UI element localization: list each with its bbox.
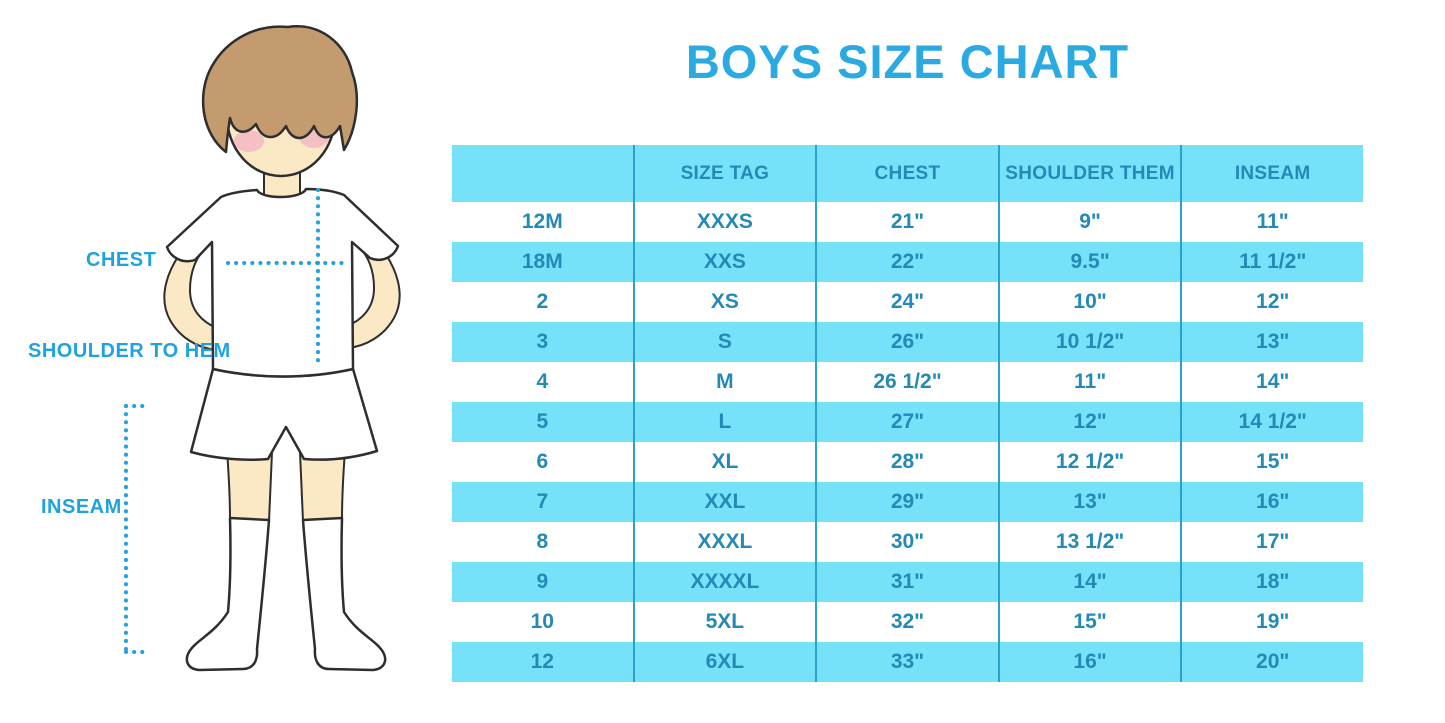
table-cell: XXXS xyxy=(632,202,817,242)
hair-shape xyxy=(201,25,359,154)
table-cell: 12" xyxy=(997,402,1182,442)
table-cell: 6XL xyxy=(632,642,817,682)
table-cell: 11" xyxy=(1180,202,1363,242)
table-row: 6 XL 28" 12 1/2" 15" xyxy=(452,442,1363,482)
table-cell: XL xyxy=(632,442,817,482)
table-cell: XXS xyxy=(632,242,817,282)
table-cell: 20" xyxy=(1180,642,1363,682)
table-cell: 14" xyxy=(1180,362,1363,402)
table-cell: 18" xyxy=(1180,562,1363,602)
table-header-row: SIZE TAG CHEST SHOULDER THEM INSEAM xyxy=(452,145,1363,202)
size-table-body: 12M XXXS 21" 9" 11" 18M XXS 22" 9.5" 11 1/2" 2 XS 24… xyxy=(452,202,1363,682)
right-sock-shape xyxy=(301,516,387,672)
table-cell: 22" xyxy=(815,242,999,282)
column-header-size-tag: SIZE TAG xyxy=(632,145,817,202)
column-header-inseam: INSEAM xyxy=(1180,145,1363,202)
table-cell: 14 1/2" xyxy=(1180,402,1363,442)
table-cell: 2 xyxy=(452,282,634,322)
inseam-label: INSEAM xyxy=(41,496,122,518)
table-cell: XXXL xyxy=(632,522,817,562)
table-cell: 6 xyxy=(452,442,634,482)
table-cell: 7 xyxy=(452,482,634,522)
table-cell: 26" xyxy=(815,322,999,362)
table-cell: 33" xyxy=(815,642,999,682)
table-row: 12M XXXS 21" 9" 11" xyxy=(452,202,1363,242)
table-cell: 9" xyxy=(997,202,1182,242)
table-cell: 8 xyxy=(452,522,634,562)
shorts-shape xyxy=(189,367,379,461)
table-cell: 12M xyxy=(452,202,634,242)
table-row: 7 XXL 29" 13" 16" xyxy=(452,482,1363,522)
table-row: 3 S 26" 10 1/2" 13" xyxy=(452,322,1363,362)
table-cell: 10 xyxy=(452,602,634,642)
table-cell: XXL xyxy=(632,482,817,522)
table-cell: 29" xyxy=(815,482,999,522)
table-cell: 14" xyxy=(997,562,1182,602)
chest-label: CHEST xyxy=(86,249,157,271)
table-row: 8 XXXL 30" 13 1/2" 17" xyxy=(452,522,1363,562)
table-row: 2 XS 24" 10" 12" xyxy=(452,282,1363,322)
table-cell: S xyxy=(632,322,817,362)
table-cell: 11 1/2" xyxy=(1180,242,1363,282)
table-cell: 16" xyxy=(1180,482,1363,522)
table-cell: 5XL xyxy=(632,602,817,642)
table-cell: 3 xyxy=(452,322,634,362)
table-cell: 10 1/2" xyxy=(997,322,1182,362)
table-cell: 15" xyxy=(1180,442,1363,482)
table-cell: 11" xyxy=(997,362,1182,402)
table-cell: 12 1/2" xyxy=(997,442,1182,482)
left-sock-shape xyxy=(185,516,271,672)
table-cell: 10" xyxy=(997,282,1182,322)
shoulder-to-hem-label: SHOULDER TO HEM xyxy=(28,340,231,362)
table-cell: M xyxy=(632,362,817,402)
table-cell: 12" xyxy=(1180,282,1363,322)
table-cell: 31" xyxy=(815,562,999,602)
table-cell: 12 xyxy=(452,642,634,682)
left-cheek-blush xyxy=(234,130,264,152)
table-cell: 28" xyxy=(815,442,999,482)
tshirt-shape xyxy=(165,187,400,378)
table-cell: 30" xyxy=(815,522,999,562)
table-row: 4 M 26 1/2" 11" 14" xyxy=(452,362,1363,402)
size-table: SIZE TAG CHEST SHOULDER THEM INSEAM 12M X… xyxy=(452,145,1363,682)
table-cell: 19" xyxy=(1180,602,1363,642)
table-cell: 16" xyxy=(997,642,1182,682)
table-row: 5 L 27" 12" 14 1/2" xyxy=(452,402,1363,442)
table-row: 10 5XL 32" 15" 19" xyxy=(452,602,1363,642)
table-cell: 13" xyxy=(1180,322,1363,362)
table-cell: 24" xyxy=(815,282,999,322)
table-row: 12 6XL 33" 16" 20" xyxy=(452,642,1363,682)
page-title: BOYS SIZE CHART xyxy=(685,35,1130,88)
table-cell: 27" xyxy=(815,402,999,442)
column-header-chest: CHEST xyxy=(815,145,999,202)
boy-figure-illustration xyxy=(124,25,401,672)
table-cell: 32" xyxy=(815,602,999,642)
table-cell: XS xyxy=(632,282,817,322)
column-header-size xyxy=(452,145,634,202)
table-cell: 13" xyxy=(997,482,1182,522)
table-cell: 9.5" xyxy=(997,242,1182,282)
table-cell: 17" xyxy=(1180,522,1363,562)
table-cell: XXXXL xyxy=(632,562,817,602)
table-cell: 4 xyxy=(452,362,634,402)
table-cell: 13 1/2" xyxy=(997,522,1182,562)
table-cell: 18M xyxy=(452,242,634,282)
table-cell: L xyxy=(632,402,817,442)
table-row: 18M XXS 22" 9.5" 11 1/2" xyxy=(452,242,1363,282)
column-header-shoulder-hem: SHOULDER THEM xyxy=(997,145,1182,202)
table-cell: 9 xyxy=(452,562,634,602)
table-cell: 15" xyxy=(997,602,1182,642)
table-cell: 26 1/2" xyxy=(815,362,999,402)
table-cell: 21" xyxy=(815,202,999,242)
table-row: 9 XXXXL 31" 14" 18" xyxy=(452,562,1363,602)
table-cell: 5 xyxy=(452,402,634,442)
